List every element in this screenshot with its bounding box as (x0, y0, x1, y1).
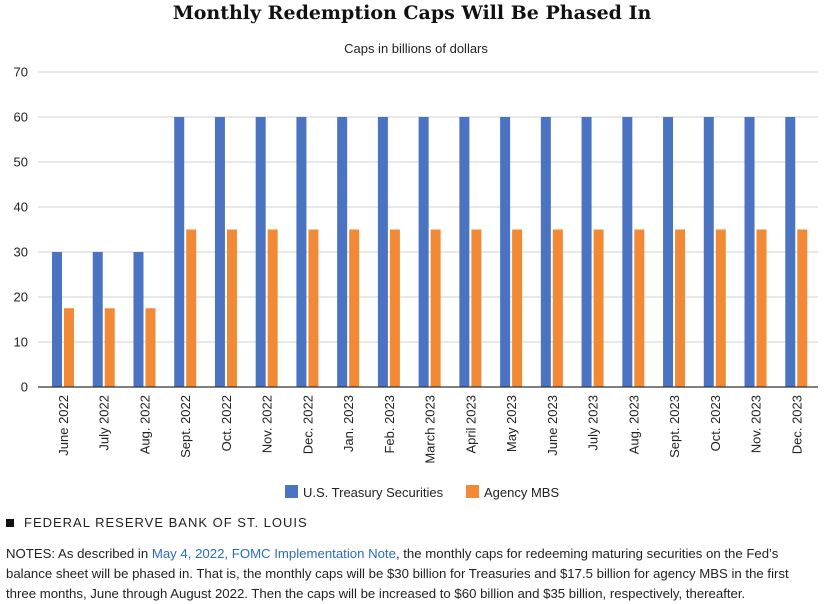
bar-agency-mbs (634, 229, 645, 387)
source-label: FEDERAL RESERVE BANK OF ST. LOUIS (24, 515, 308, 530)
y-tick-label: 20 (14, 290, 28, 305)
bar-treasury (52, 252, 62, 387)
legend-swatch-treasury (285, 485, 298, 498)
page-title: Monthly Redemption Caps Will Be Phased I… (172, 2, 652, 24)
y-tick-label: 0 (21, 380, 28, 395)
bar-agency-mbs (593, 229, 604, 387)
x-axis-tick-labels: June 2022 July 2022 Aug. 2022 Sept. 2022 Oct… (56, 395, 804, 464)
bar-agency-mbs (512, 229, 523, 387)
bar-treasury (581, 117, 592, 387)
bar-treasury (255, 117, 266, 387)
bar-chart: Caps in billions of dollars 0 10 20 30 40 50 6… (14, 41, 818, 500)
bar-treasury (500, 117, 511, 387)
bars (52, 117, 808, 387)
bar-treasury (744, 117, 755, 387)
bar-agency-mbs (64, 308, 74, 387)
bar-treasury (622, 117, 633, 387)
bar-treasury (703, 117, 714, 387)
y-tick-label: 60 (14, 110, 28, 125)
x-tick-label: June 2022 (56, 395, 71, 456)
bar-treasury (337, 117, 348, 387)
bar-treasury (92, 252, 103, 387)
bar-agency-mbs (675, 229, 686, 387)
x-tick-label: Nov. 2023 (749, 395, 764, 453)
bar-treasury (785, 117, 796, 387)
y-tick-label: 40 (14, 200, 28, 215)
x-tick-label: April 2023 (463, 395, 478, 454)
y-tick-label: 10 (14, 335, 28, 350)
bar-treasury (377, 117, 388, 387)
bar-agency-mbs (797, 229, 808, 387)
bar-treasury (459, 117, 470, 387)
legend-swatch-agency-mbs (466, 485, 479, 498)
legend-label: Agency MBS (484, 485, 559, 500)
x-tick-label: Nov. 2022 (260, 395, 275, 453)
bar-agency-mbs (145, 308, 156, 387)
y-axis-tick-labels: 0 10 20 30 40 50 60 70 (14, 65, 28, 395)
x-tick-label: Oct. 2023 (708, 395, 723, 451)
bar-agency-mbs (104, 308, 115, 387)
x-tick-label: July 2023 (586, 395, 601, 451)
bar-agency-mbs (349, 229, 360, 387)
y-tick-label: 50 (14, 155, 28, 170)
x-tick-label: Sept. 2023 (667, 395, 682, 458)
bar-agency-mbs (226, 229, 237, 387)
bar-treasury (214, 117, 225, 387)
y-tick-label: 30 (14, 245, 28, 260)
bar-agency-mbs (471, 229, 482, 387)
notes-suffix: , the monthly caps for redeeming maturin… (6, 546, 789, 601)
x-tick-label: Aug. 2023 (626, 395, 641, 454)
notes: NOTES: As described in May 4, 2022, FOMC… (6, 544, 818, 604)
legend: U.S. Treasury Securities Agency MBS (285, 485, 559, 500)
bar-agency-mbs (430, 229, 441, 387)
x-tick-label: Oct. 2022 (219, 395, 234, 451)
bar-agency-mbs (389, 229, 400, 387)
y-tick-label: 70 (14, 65, 28, 80)
x-tick-label: May 2023 (504, 395, 519, 452)
notes-prefix: NOTES: As described in (6, 546, 152, 561)
bar-treasury (663, 117, 674, 387)
bar-agency-mbs (552, 229, 563, 387)
x-tick-label: Aug. 2022 (137, 395, 152, 454)
bar-treasury (540, 117, 551, 387)
bar-treasury (174, 117, 185, 387)
bar-agency-mbs (267, 229, 278, 387)
bar-treasury (296, 117, 307, 387)
bar-agency-mbs (186, 229, 197, 387)
bar-treasury (418, 117, 429, 387)
legend-label: U.S. Treasury Securities (303, 485, 444, 500)
x-tick-label: March 2023 (423, 395, 438, 464)
x-tick-label: July 2022 (97, 395, 112, 451)
bar-agency-mbs (715, 229, 726, 387)
chart-subtitle: Caps in billions of dollars (344, 41, 488, 56)
bar-treasury (133, 252, 144, 387)
bar-agency-mbs (308, 229, 319, 387)
x-tick-label: Feb. 2023 (382, 395, 397, 454)
bar-agency-mbs (756, 229, 767, 387)
x-tick-label: Dec. 2023 (789, 395, 804, 454)
fomc-implementation-note-link[interactable]: May 4, 2022, FOMC Implementation Note (151, 546, 396, 561)
x-tick-label: Jan. 2023 (341, 395, 356, 452)
x-tick-label: Sept. 2022 (178, 395, 193, 458)
square-bullet-icon (6, 518, 14, 527)
x-tick-label: June 2023 (545, 395, 560, 456)
source-credit: FEDERAL RESERVE BANK OF ST. LOUIS (6, 515, 308, 530)
x-tick-label: Dec. 2022 (300, 395, 315, 454)
